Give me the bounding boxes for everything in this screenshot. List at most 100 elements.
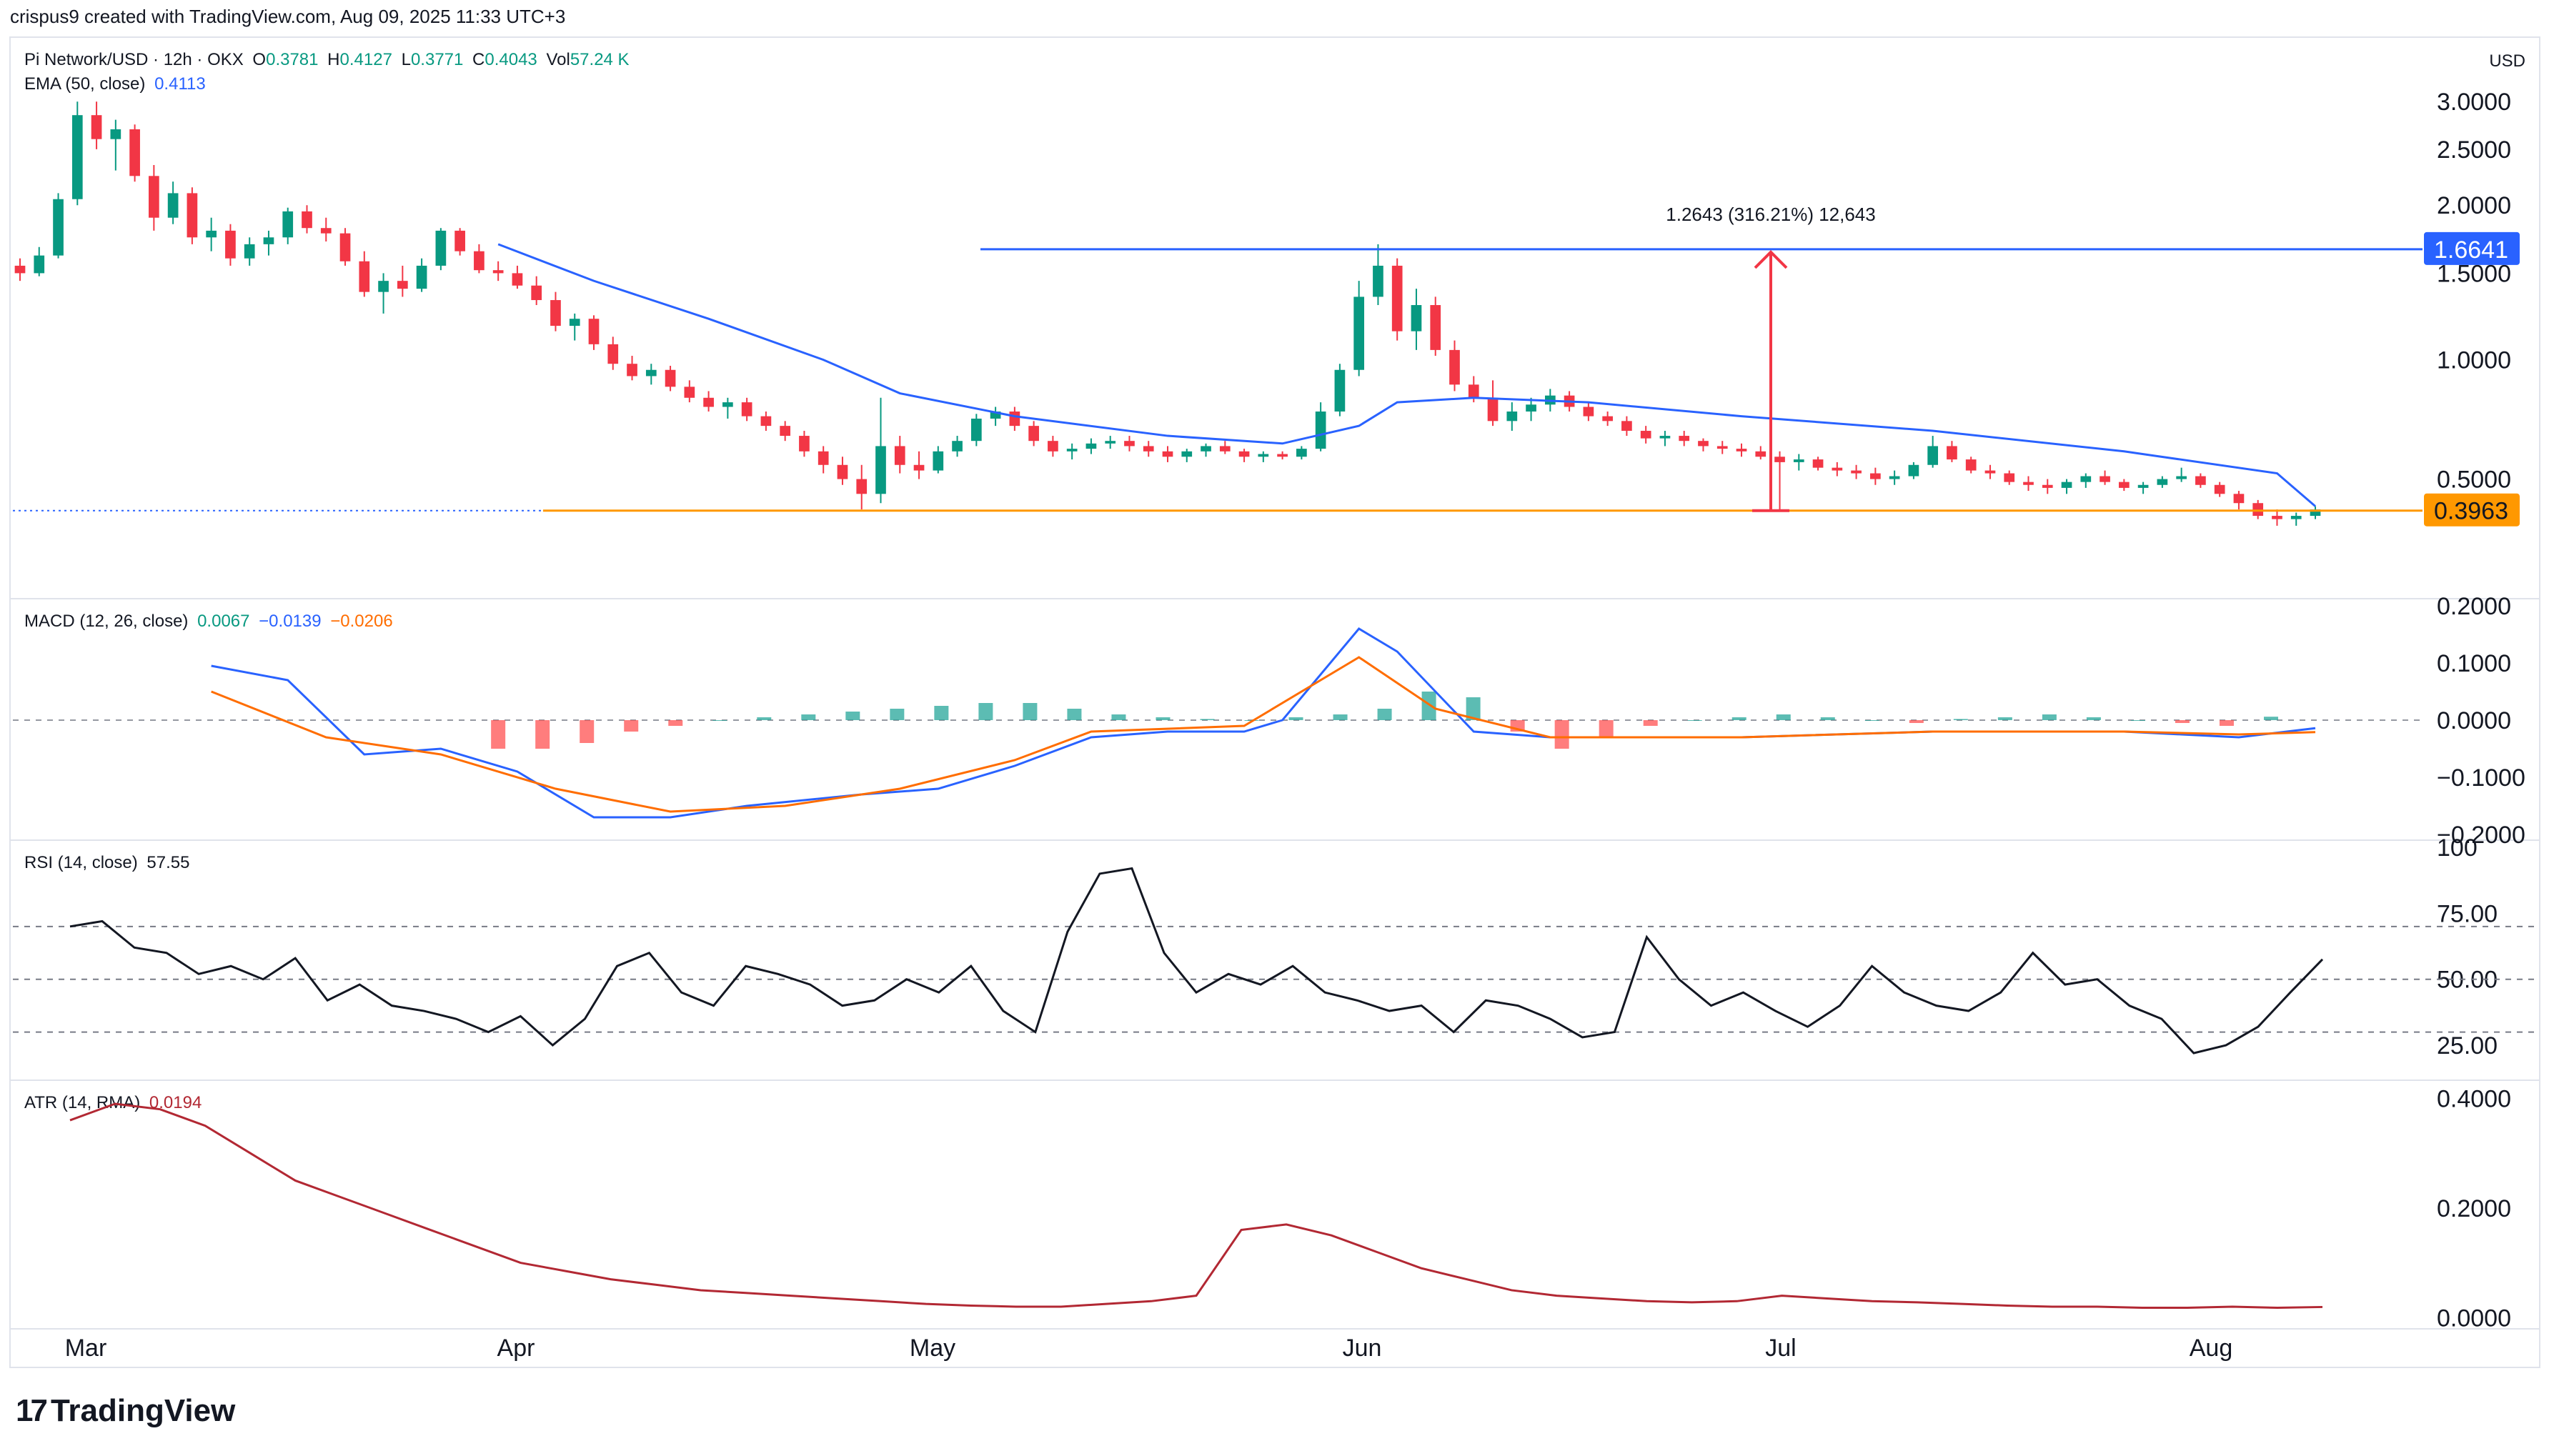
macd-histogram-bar bbox=[1687, 720, 1702, 721]
candle-body bbox=[320, 228, 332, 234]
candle-body bbox=[149, 176, 159, 218]
candle-body bbox=[1296, 449, 1307, 457]
candle-body bbox=[1621, 421, 1632, 432]
month-label-mar: Mar bbox=[65, 1335, 107, 1362]
low-label: L bbox=[401, 50, 411, 69]
candle-body bbox=[799, 436, 810, 452]
candle-body bbox=[1105, 441, 1116, 444]
atr-tick-label: 0.4000 bbox=[2437, 1085, 2511, 1112]
candle-body bbox=[71, 115, 83, 199]
macd-legend: MACD (12, 26, close) 0.0067 −0.0139 −0.0… bbox=[24, 612, 397, 632]
candle-body bbox=[1832, 467, 1843, 471]
candle-body bbox=[53, 199, 64, 256]
candle-body bbox=[627, 364, 637, 377]
candle-body bbox=[1755, 451, 1767, 457]
tradingview-logo[interactable]: 17 TradingView bbox=[16, 1393, 235, 1429]
candle-body bbox=[645, 369, 657, 377]
macd-histogram-bar bbox=[1731, 717, 1746, 720]
chart-frame bbox=[9, 36, 2540, 1368]
macd-histogram-bar bbox=[1997, 717, 2012, 720]
month-label-apr: Apr bbox=[497, 1335, 535, 1362]
high-label: H bbox=[327, 50, 340, 69]
rsi-pane[interactable]: 100 75.00 50.00 25.00 bbox=[13, 834, 2540, 1059]
candle-body bbox=[339, 233, 351, 261]
atr-label: ATR (14, RMA) bbox=[24, 1093, 141, 1112]
tradingview-logo-text: TradingView bbox=[50, 1393, 236, 1428]
rsi-tick-label: 75.00 bbox=[2437, 900, 2498, 927]
candle-body bbox=[2157, 479, 2168, 485]
candle-body bbox=[837, 464, 848, 479]
candle-body bbox=[1965, 459, 1977, 471]
candle-body bbox=[2042, 484, 2053, 488]
atr-tick-label: 0.0000 bbox=[2437, 1305, 2511, 1332]
macd-histogram-bar bbox=[934, 706, 949, 720]
candle-body bbox=[2233, 494, 2245, 504]
month-label-jul: Jul bbox=[1765, 1335, 1796, 1362]
candle-body bbox=[1066, 449, 1078, 452]
price-tick-label: 2.5000 bbox=[2437, 136, 2511, 164]
macd-histogram-bar bbox=[580, 720, 595, 743]
time-axis[interactable]: Mar Apr May Jun Jul Aug bbox=[65, 1335, 2233, 1362]
low-value: 0.3771 bbox=[410, 50, 464, 69]
macd-tick-label: 0.0000 bbox=[2437, 707, 2511, 734]
macd-histogram-bar bbox=[2130, 720, 2145, 721]
candle-body bbox=[933, 451, 944, 471]
rsi-line bbox=[69, 867, 2324, 1054]
candle-body bbox=[206, 230, 217, 238]
annotations: 1.2643 (316.21%) 12,643 1.6641 0.3963 bbox=[13, 204, 2520, 527]
macd-pane[interactable]: 0.2000 0.1000 0.0000 −0.1000 −0.2000 bbox=[13, 593, 2525, 849]
candle-body bbox=[416, 265, 427, 289]
macd-histogram-bar bbox=[978, 703, 993, 720]
macd-histogram-bar bbox=[1288, 717, 1303, 720]
candle-body bbox=[684, 387, 695, 398]
candle-body bbox=[397, 281, 408, 289]
last-price-badge bbox=[2424, 493, 2520, 527]
candle-body bbox=[2272, 516, 2282, 519]
candle-body bbox=[1181, 451, 1193, 457]
candle-body bbox=[894, 446, 905, 465]
price-tick-label: 2.0000 bbox=[2437, 192, 2511, 219]
candle-body bbox=[492, 270, 504, 274]
candle-body bbox=[1870, 473, 1881, 479]
ema-legend: EMA (50, close) 0.4113 bbox=[24, 74, 210, 94]
rsi-tick-label: 50.00 bbox=[2437, 967, 2498, 994]
candle-body bbox=[2061, 482, 2072, 488]
candle-body bbox=[512, 273, 523, 286]
candle-body bbox=[741, 402, 752, 417]
candle-body bbox=[2252, 503, 2264, 517]
candle-body bbox=[474, 251, 485, 271]
month-label-jun: Jun bbox=[1343, 1335, 1382, 1362]
volume-value: 57.24 K bbox=[570, 50, 630, 69]
candle-body bbox=[569, 319, 580, 326]
candle-body bbox=[1353, 296, 1365, 370]
candle-body bbox=[1162, 451, 1173, 457]
ema-label: EMA (50, close) bbox=[24, 74, 146, 94]
atr-pane[interactable]: 0.4000 0.2000 0.0000 bbox=[69, 1085, 2511, 1332]
macd-histogram-bar bbox=[668, 720, 683, 726]
rsi-label: RSI (14, close) bbox=[24, 853, 138, 872]
candle-body bbox=[2195, 476, 2206, 485]
candle-body bbox=[1774, 457, 1785, 462]
candle-body bbox=[1602, 416, 1613, 422]
currency-label[interactable]: USD bbox=[2489, 51, 2525, 71]
volume-label: Vol bbox=[546, 50, 570, 69]
atr-tick-label: 0.2000 bbox=[2437, 1195, 2511, 1222]
macd-histogram-bar bbox=[1909, 720, 1924, 723]
close-value: 0.4043 bbox=[485, 50, 537, 69]
atr-legend: ATR (14, RMA) 0.0194 bbox=[24, 1093, 206, 1113]
macd-histogram-bar bbox=[1466, 697, 1481, 720]
candle-body bbox=[1028, 426, 1039, 442]
candle-body bbox=[665, 369, 676, 387]
macd-tick-label: −0.2000 bbox=[2437, 822, 2525, 849]
candle-body bbox=[1258, 454, 1269, 457]
macd-value: −0.0139 bbox=[259, 612, 322, 631]
macd-histogram-bar bbox=[1200, 719, 1215, 720]
macd-histogram-bar bbox=[1643, 720, 1658, 726]
candle-body bbox=[1889, 476, 1900, 479]
macd-hist-value: 0.0067 bbox=[197, 612, 250, 631]
macd-histogram-bar bbox=[1599, 720, 1614, 737]
rsi-value: 57.55 bbox=[146, 853, 190, 872]
atr-line bbox=[69, 1102, 2323, 1310]
